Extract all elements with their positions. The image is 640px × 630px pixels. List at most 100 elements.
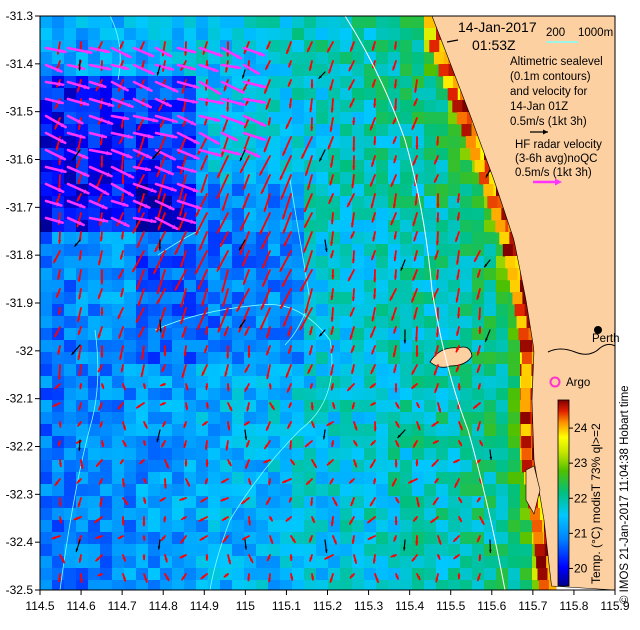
sst-cell (484, 352, 497, 365)
altimetry-velocity-arrow (483, 259, 491, 268)
model-velocity-arrow (216, 174, 229, 200)
sst-cell (160, 292, 173, 305)
sst-cell (244, 184, 257, 197)
model-velocity-arrow (369, 326, 376, 338)
sst-cell (112, 16, 125, 29)
model-velocity-arrow (349, 326, 355, 340)
radar-velocity-arrow (88, 46, 111, 54)
y-tick-label: -31.8 (6, 248, 34, 262)
sst-cell (220, 484, 233, 497)
model-velocity-arrow (58, 497, 62, 507)
sst-cell (436, 244, 449, 257)
sst-cell (88, 88, 101, 101)
sst-cell (340, 16, 353, 29)
sst-cell (292, 580, 305, 590)
model-velocity-arrow (431, 421, 439, 427)
sst-cell (112, 508, 125, 521)
sst-cell (412, 244, 425, 257)
sst-cell (40, 136, 53, 149)
radar-velocity-arrow (242, 148, 261, 158)
model-velocity-arrow (198, 516, 208, 522)
model-velocity-arrow (436, 554, 441, 560)
sst-cell (376, 460, 389, 473)
model-velocity-arrow (184, 402, 189, 411)
sst-cell (172, 136, 185, 149)
sst-cell (508, 544, 521, 557)
sst-cell (52, 304, 65, 317)
model-velocity-arrow (121, 174, 125, 185)
sst-cell (472, 316, 485, 329)
sst-cell (280, 484, 293, 497)
sst-cell (268, 28, 281, 41)
sst-cell (184, 388, 197, 401)
sst-cell (364, 388, 377, 401)
sst-cell (424, 292, 437, 305)
model-velocity-arrow (138, 326, 145, 338)
sst-coastal-cell (534, 544, 545, 557)
model-velocity-arrow (412, 155, 418, 166)
sst-cell (208, 328, 221, 341)
sst-cell (292, 184, 305, 197)
sst-cell (544, 580, 557, 590)
sst-cell (328, 484, 341, 497)
sst-cell (184, 52, 197, 65)
sst-cell (400, 184, 413, 197)
radar-velocity-arrow (88, 131, 108, 139)
model-velocity-arrow (311, 421, 316, 429)
sst-cell (400, 412, 413, 425)
sst-cell (232, 352, 245, 365)
altimetry-legend-arrowhead (543, 129, 548, 135)
sst-cell (304, 544, 317, 557)
sst-cell (436, 196, 449, 209)
colorbar-tick-label: 21 (574, 526, 588, 540)
sst-cell (400, 52, 413, 65)
model-velocity-arrow (160, 535, 166, 542)
sst-cell (472, 196, 485, 209)
radar-velocity-arrow (220, 131, 238, 142)
model-velocity-arrow (332, 535, 337, 545)
sst-cell (400, 580, 413, 590)
altimetry-velocity-arrow (158, 239, 162, 251)
sst-cell (64, 568, 77, 581)
model-velocity-arrow (77, 136, 82, 152)
sst-cell (148, 424, 161, 437)
sst-cell (340, 364, 353, 377)
sst-cell (196, 52, 209, 65)
sst-cell (376, 364, 389, 377)
model-velocity-arrow (226, 383, 230, 392)
sst-cell (436, 292, 449, 305)
sst-cell (112, 232, 125, 245)
sst-cell (184, 340, 197, 353)
altimetry-velocity-arrow (322, 429, 326, 440)
sst-cell (424, 364, 437, 377)
sst-cell (496, 364, 509, 377)
radar-legend-line-3: 0.5m/s (1kt 3h) (515, 167, 592, 179)
model-velocity-arrow (346, 193, 355, 208)
model-velocity-arrow (413, 98, 418, 107)
sst-cell (256, 124, 269, 137)
sst-cell (484, 460, 497, 473)
sst-cell (136, 580, 149, 590)
model-velocity-arrow (373, 98, 377, 108)
sst-cell (304, 352, 317, 365)
model-velocity-arrow (120, 155, 124, 171)
model-velocity-arrow (413, 307, 418, 320)
sst-cell (460, 256, 473, 269)
sst-cell (388, 28, 401, 41)
sst-cell (424, 148, 437, 161)
sst-cell (208, 520, 221, 533)
sst-cell (172, 172, 185, 185)
sst-cell (412, 28, 425, 41)
sst-cell (316, 508, 329, 521)
sst-cell (484, 568, 497, 581)
sst-cell (316, 196, 329, 209)
sst-cell (436, 508, 449, 521)
altimetry-legend-line-5: 0.5m/s (1kt 3h) (510, 116, 587, 128)
sst-cell (508, 424, 521, 437)
sst-cell (268, 292, 281, 305)
model-velocity-arrow (246, 402, 250, 412)
sst-cell (316, 292, 329, 305)
model-velocity-arrow (348, 478, 355, 484)
sst-cell (400, 532, 413, 545)
model-velocity-arrow (304, 288, 313, 314)
